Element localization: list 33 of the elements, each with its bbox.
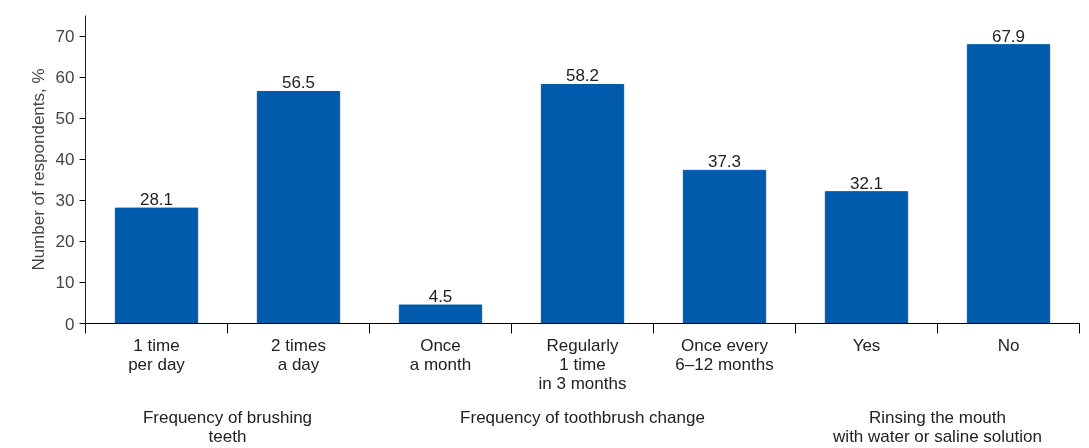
y-tick-label: 20: [55, 232, 75, 252]
data-label: 4.5: [428, 287, 453, 307]
data-label: 56.5: [281, 73, 316, 93]
bar: [824, 191, 909, 324]
y-tick-label: 30: [55, 191, 75, 211]
data-label: 67.9: [991, 26, 1026, 46]
bar: [682, 169, 767, 324]
bar: [398, 304, 483, 324]
data-label: 32.1: [849, 173, 884, 193]
bar: [114, 207, 199, 324]
y-tick-label: 40: [55, 150, 75, 170]
x-tick-label: Once a month: [409, 335, 472, 374]
bar: [540, 83, 625, 324]
y-tick-label: 10: [55, 273, 75, 293]
text: Frequency of brushing teeth: [142, 407, 313, 446]
y-tick-label: 50: [55, 109, 75, 129]
data-label: 37.3: [707, 152, 742, 172]
y-tick-label: 60: [55, 68, 75, 88]
x-tick-label: No: [997, 335, 1020, 355]
x-tick-label: 2 times a day: [271, 335, 326, 374]
x-tick-label: Yes: [852, 335, 881, 355]
x-tick-label: Once every 6–12 months: [675, 335, 774, 374]
text: Rinsing the mouth with water or saline solution: [832, 407, 1042, 446]
text: Frequency of toothbrush change: [460, 407, 705, 427]
data-label: 58.2: [565, 66, 600, 86]
bar: [256, 90, 341, 324]
y-axis-title: Number of respondents, %: [28, 68, 48, 271]
bar: [966, 44, 1051, 324]
y-tick-label: 0: [65, 314, 75, 334]
x-tick-label: Regularly 1 time in 3 months: [538, 335, 627, 393]
x-tick-label: 1 time per day: [128, 335, 186, 374]
y-tick-label: 70: [55, 27, 75, 47]
data-label: 28.1: [139, 190, 174, 210]
